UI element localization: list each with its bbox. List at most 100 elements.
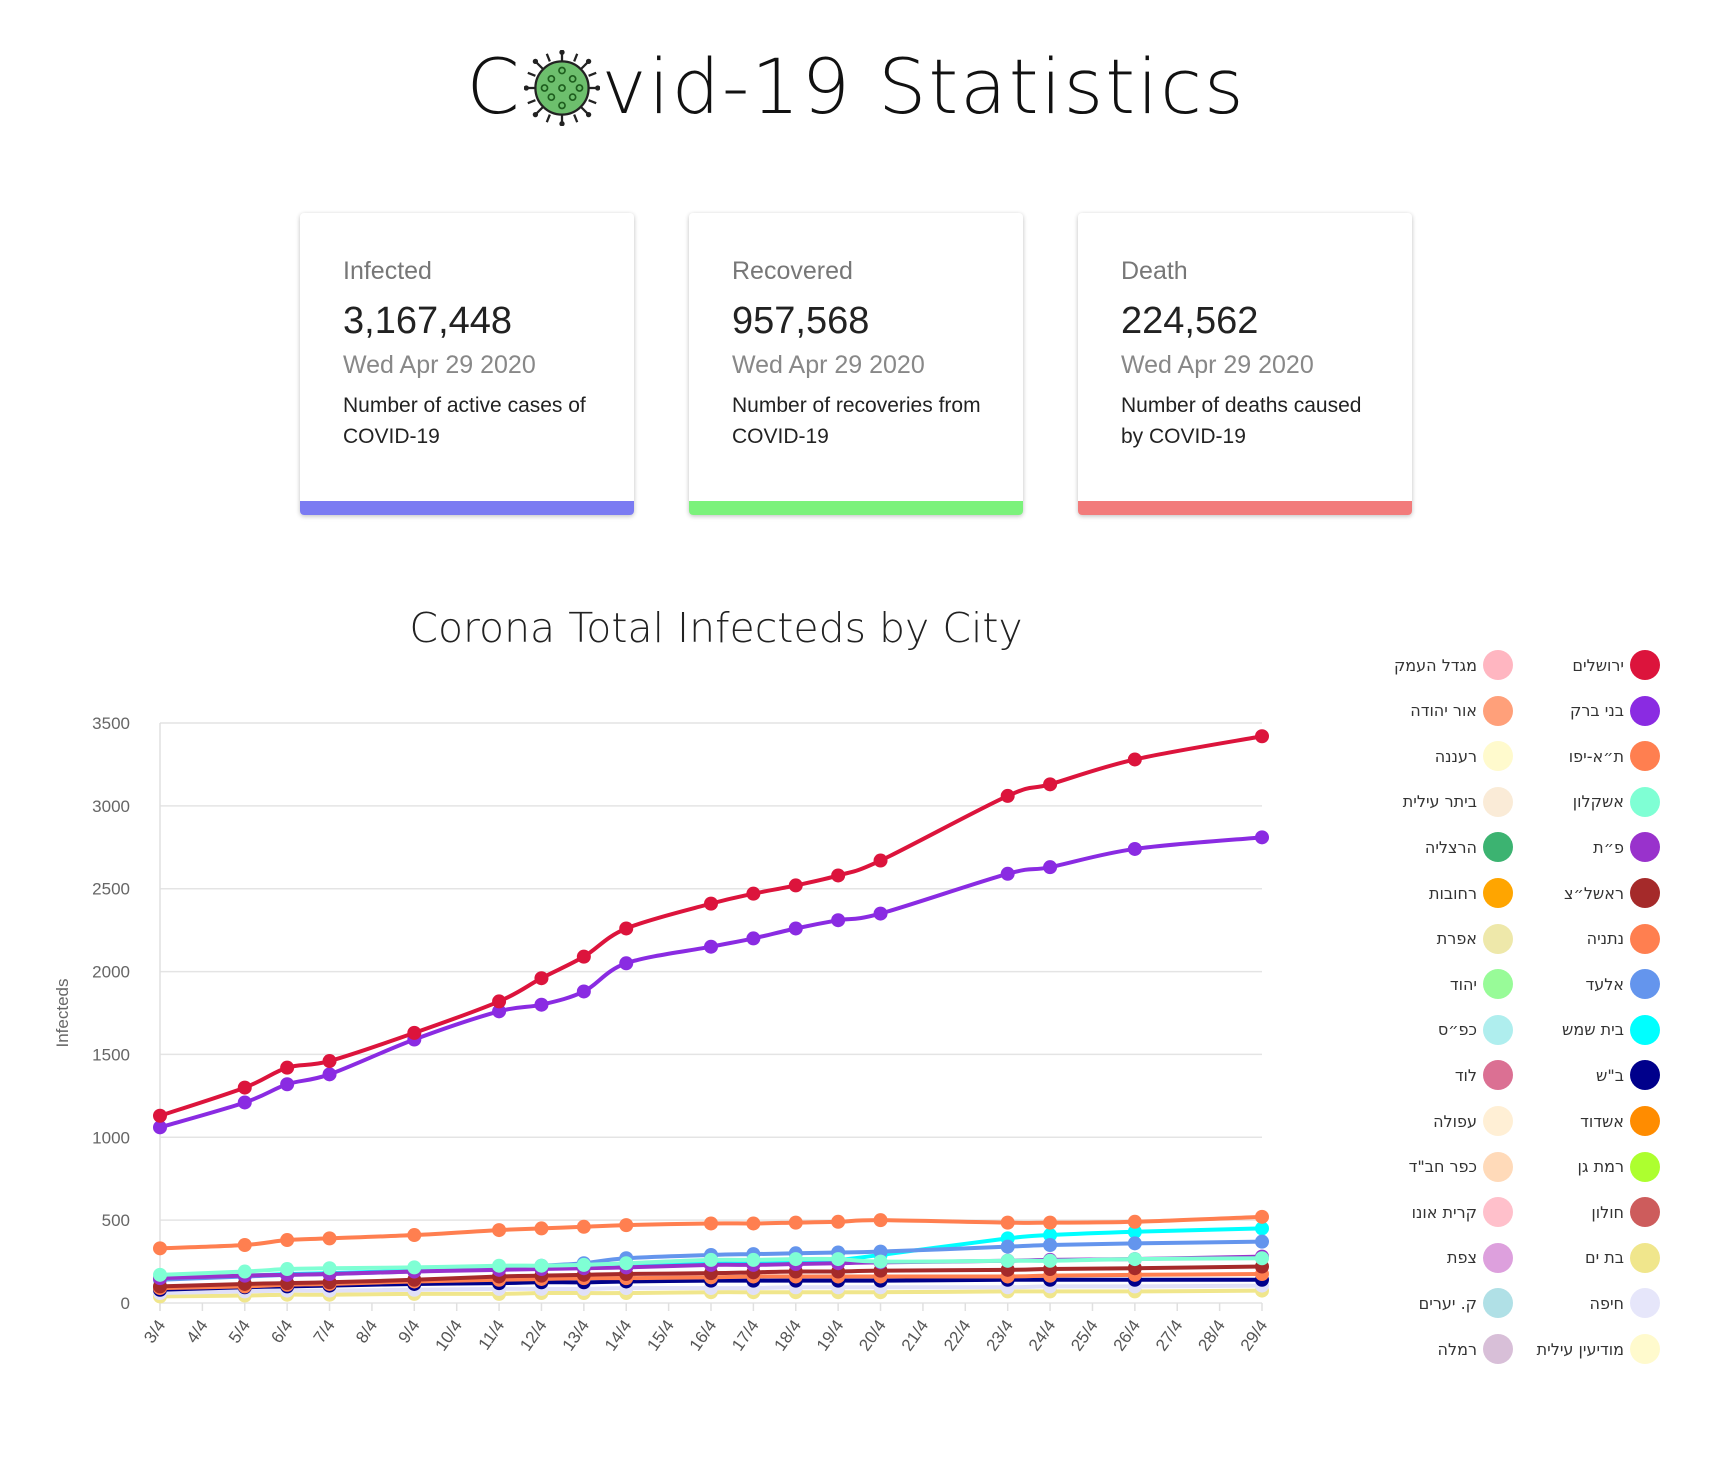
legend-item[interactable]: אשדוד bbox=[1580, 1106, 1660, 1136]
legend-swatch bbox=[1630, 878, 1660, 908]
legend-swatch bbox=[1483, 1197, 1513, 1228]
legend-label: יהוד bbox=[1449, 974, 1477, 994]
data-point bbox=[153, 1120, 167, 1135]
x-tick-label: 5/4 bbox=[225, 1316, 254, 1346]
legend-label: פ״ת bbox=[1593, 837, 1624, 857]
legend-item[interactable]: בית שמש bbox=[1562, 1014, 1660, 1045]
data-point bbox=[576, 1257, 591, 1272]
card-date: Wed Apr 29 2020 bbox=[1121, 351, 1314, 379]
x-tick-label: 18/4 bbox=[771, 1316, 806, 1354]
legend-swatch bbox=[1483, 695, 1513, 726]
data-point bbox=[237, 1238, 252, 1252]
data-point bbox=[788, 1252, 803, 1267]
data-point bbox=[1043, 777, 1058, 792]
legend-item[interactable]: מגדל העמק bbox=[1394, 650, 1513, 680]
data-point bbox=[1255, 1221, 1269, 1236]
legend-item[interactable]: ק. יערים bbox=[1419, 1288, 1513, 1319]
data-point bbox=[280, 1262, 295, 1277]
legend-label: ת״א-יפו bbox=[1568, 746, 1624, 766]
legend-item[interactable]: אור יהודה bbox=[1410, 695, 1513, 726]
legend-item[interactable]: ביתר עילית bbox=[1403, 786, 1513, 817]
x-tick-label: 13/4 bbox=[559, 1316, 594, 1354]
data-point bbox=[237, 1264, 252, 1279]
data-point bbox=[280, 1060, 295, 1075]
legend-item[interactable]: קרית אונו bbox=[1411, 1197, 1513, 1228]
data-point bbox=[831, 1214, 846, 1229]
y-tick-label: 500 bbox=[102, 1211, 130, 1230]
legend-label: אשקלון bbox=[1572, 792, 1624, 812]
legend-item[interactable]: הרצליה bbox=[1424, 832, 1513, 863]
legend-item[interactable]: נתניה bbox=[1587, 923, 1660, 954]
legend-item[interactable]: בת ים bbox=[1584, 1242, 1660, 1273]
data-point bbox=[619, 956, 634, 971]
legend-item[interactable]: אפרת bbox=[1437, 923, 1513, 954]
x-tick-label: 14/4 bbox=[601, 1316, 636, 1354]
data-point bbox=[788, 921, 803, 936]
x-tick-label: 7/4 bbox=[310, 1316, 339, 1346]
card-label: Recovered bbox=[732, 257, 853, 285]
legend-item[interactable]: מודיעין עילית bbox=[1537, 1334, 1660, 1364]
data-point bbox=[1000, 1239, 1015, 1254]
legend-item[interactable]: בני ברק bbox=[1570, 695, 1660, 726]
data-point bbox=[873, 853, 888, 868]
data-point bbox=[1127, 1252, 1142, 1267]
data-point bbox=[534, 1258, 549, 1273]
legend-item[interactable]: לוד bbox=[1455, 1060, 1513, 1091]
data-point bbox=[534, 1221, 549, 1236]
series-line bbox=[158, 835, 1264, 1130]
card-description: Number of deaths caused by COVID-19 bbox=[1121, 394, 1362, 448]
legend-item[interactable]: חיפה bbox=[1590, 1288, 1660, 1319]
x-tick-label: 22/4 bbox=[940, 1316, 975, 1354]
legend-item[interactable]: אלעד bbox=[1585, 969, 1660, 1000]
data-point bbox=[1127, 841, 1142, 856]
data-point bbox=[407, 1228, 422, 1243]
legend-item[interactable]: אשקלון bbox=[1572, 786, 1660, 817]
x-tick-label: 19/4 bbox=[813, 1316, 848, 1354]
legend-item[interactable]: רחובות bbox=[1429, 878, 1513, 908]
data-point bbox=[1000, 866, 1015, 881]
x-tick-label: 11/4 bbox=[475, 1316, 509, 1353]
legend-item[interactable]: חולון bbox=[1591, 1197, 1660, 1228]
legend-swatch bbox=[1630, 695, 1660, 726]
legend-label: ירושלים bbox=[1572, 655, 1624, 675]
legend-label: אלעד bbox=[1585, 974, 1624, 994]
data-point bbox=[831, 913, 846, 928]
data-point bbox=[788, 878, 803, 893]
chart-legend: ירושלים מגדל העמק בני ברק אור יהודה ת״א-יפו ר… bbox=[1360, 650, 1660, 1370]
legend-item[interactable]: ירושלים bbox=[1572, 650, 1660, 680]
data-point bbox=[1043, 1253, 1058, 1268]
card-label: Death bbox=[1121, 257, 1188, 285]
legend-label: ראשל״צ bbox=[1564, 883, 1624, 903]
legend-label: חולון bbox=[1591, 1202, 1624, 1222]
legend-item[interactable]: רמלה bbox=[1438, 1334, 1513, 1364]
legend-item[interactable]: כפ״ס bbox=[1438, 1014, 1513, 1045]
data-point bbox=[619, 921, 634, 936]
legend-swatch bbox=[1630, 1197, 1660, 1228]
data-point bbox=[1255, 830, 1269, 845]
legend-item[interactable]: ת״א-יפו bbox=[1568, 741, 1660, 772]
data-point bbox=[1127, 1224, 1142, 1239]
x-tick-label: 10/4 bbox=[431, 1316, 466, 1354]
legend-item[interactable]: ראשל״צ bbox=[1564, 878, 1660, 908]
data-point bbox=[1000, 1253, 1015, 1268]
x-tick-label: 16/4 bbox=[686, 1316, 721, 1354]
data-point bbox=[873, 1244, 888, 1259]
legend-item[interactable]: ב"ש bbox=[1596, 1060, 1660, 1091]
legend-swatch bbox=[1483, 1014, 1513, 1045]
legend-item[interactable]: עפולה bbox=[1433, 1106, 1513, 1136]
data-point bbox=[1043, 860, 1058, 875]
data-point bbox=[788, 1215, 803, 1230]
legend-label: הרצליה bbox=[1424, 837, 1477, 857]
legend-label: קרית אונו bbox=[1411, 1202, 1477, 1222]
legend-item[interactable]: רעננה bbox=[1435, 741, 1513, 772]
legend-label: צפת bbox=[1447, 1248, 1477, 1268]
legend-item[interactable]: פ״ת bbox=[1593, 832, 1660, 863]
legend-item[interactable]: צפת bbox=[1447, 1242, 1513, 1273]
legend-item[interactable]: רמת גן bbox=[1578, 1151, 1660, 1182]
legend-label: בת ים bbox=[1584, 1248, 1624, 1268]
x-tick-label: 24/4 bbox=[1025, 1316, 1060, 1354]
y-axis-title: Infecteds bbox=[53, 979, 72, 1048]
legend-item[interactable]: כפר חב"ד bbox=[1409, 1151, 1513, 1182]
data-point bbox=[1043, 1215, 1058, 1230]
legend-item[interactable]: יהוד bbox=[1449, 969, 1513, 1000]
